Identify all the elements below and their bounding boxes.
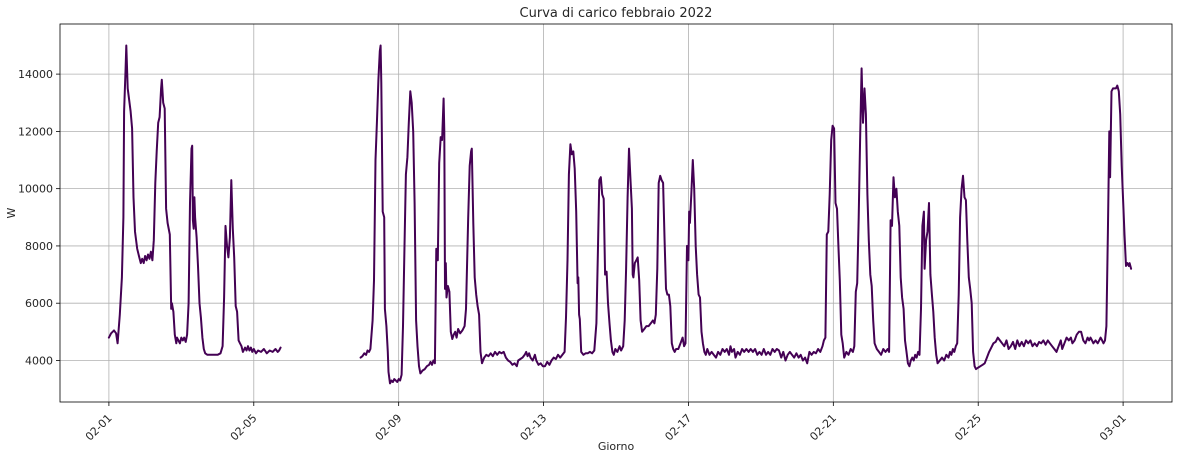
- x-tick-label: 02-25: [952, 412, 984, 444]
- y-tick-label: 6000: [25, 297, 53, 310]
- y-axis-ticks: 4000 6000 8000 10000 12000 14000: [18, 68, 60, 367]
- y-tick-label: 8000: [25, 240, 53, 253]
- chart-title: Curva di carico febbraio 2022: [520, 6, 713, 21]
- series-line-segment-1: [107, 44, 282, 356]
- x-tick-label: 02-21: [807, 412, 839, 444]
- x-tick-label: 03-01: [1097, 412, 1129, 444]
- y-tick-label: 10000: [18, 183, 53, 196]
- x-tick-label: 02-09: [373, 412, 405, 444]
- x-axis-ticks: 02-01 02-05 02-09 02-13 02-17 02-21 02-25 03-01: [83, 402, 1129, 443]
- plot-frame: [59, 23, 1173, 403]
- x-tick-label: 02-13: [518, 412, 550, 444]
- y-tick-label: 12000: [18, 125, 53, 138]
- x-tick-label: 02-17: [662, 412, 694, 444]
- series-line-segment-2: [359, 44, 1133, 385]
- y-tick-label: 14000: [18, 68, 53, 81]
- series-lines: [107, 44, 1133, 385]
- x-tick-label: 02-05: [228, 412, 260, 444]
- y-axis-label: W: [5, 207, 18, 218]
- grid-lines: [60, 24, 1172, 402]
- x-axis-label: Giorno: [598, 440, 635, 453]
- x-tick-label: 02-01: [83, 412, 115, 444]
- y-tick-label: 4000: [25, 354, 53, 367]
